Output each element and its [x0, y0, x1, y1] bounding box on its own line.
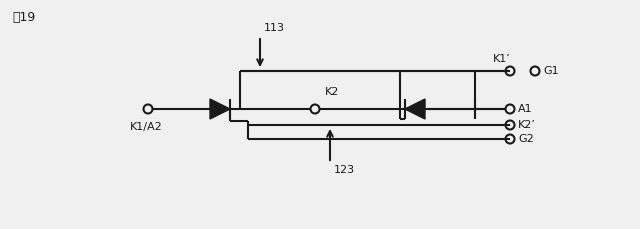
Text: 113: 113 [264, 23, 285, 33]
Text: 123: 123 [334, 165, 355, 175]
Text: A1: A1 [518, 104, 532, 114]
Text: G1: G1 [543, 66, 559, 76]
Text: K1’: K1’ [493, 54, 511, 64]
Polygon shape [405, 99, 425, 119]
Text: K1/A2: K1/A2 [130, 122, 163, 132]
Text: 囲19: 囲19 [12, 11, 35, 24]
Text: G2: G2 [518, 134, 534, 144]
Text: K2’: K2’ [518, 120, 536, 130]
Text: K2: K2 [325, 87, 339, 97]
Polygon shape [210, 99, 230, 119]
